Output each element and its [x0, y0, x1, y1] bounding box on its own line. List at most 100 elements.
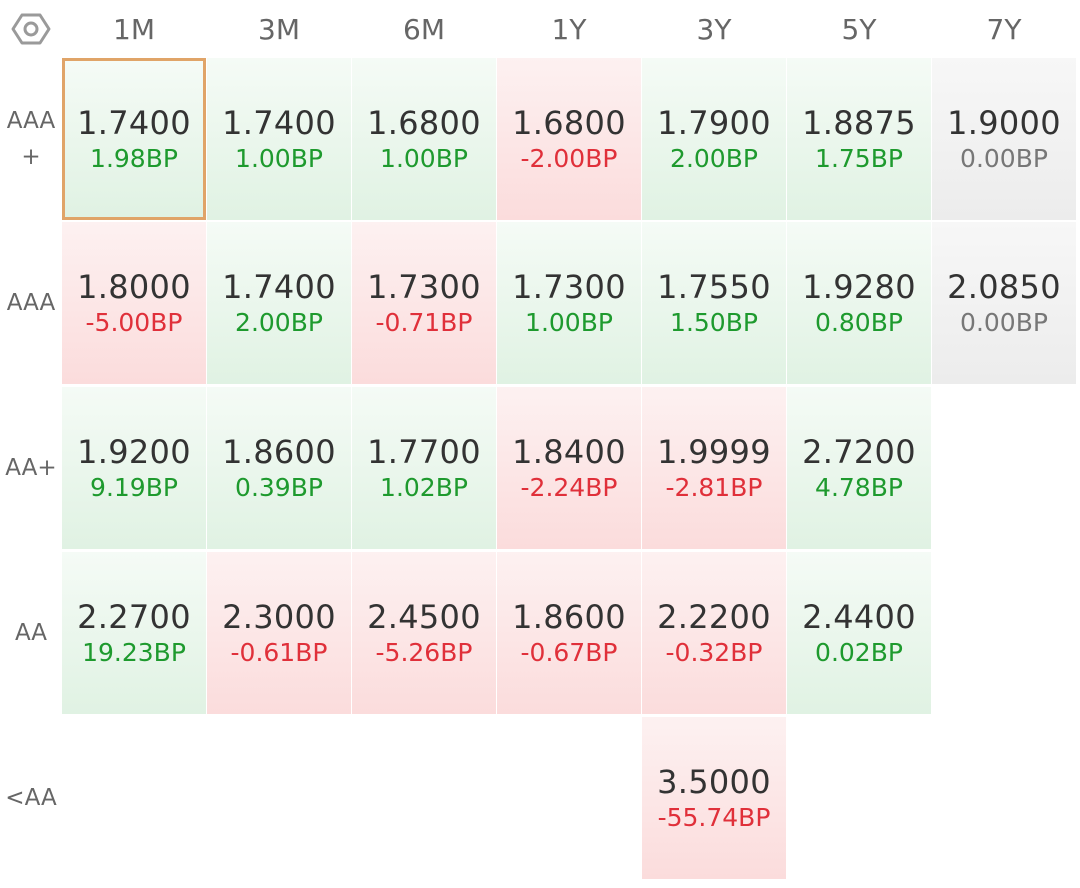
yield-value: 1.9000 — [947, 104, 1061, 142]
yield-cell[interactable]: 1.8400 -2.24BP — [497, 387, 641, 549]
change-value: 1.02BP — [380, 473, 468, 502]
yield-value: 1.6800 — [367, 104, 481, 142]
change-value: -0.71BP — [375, 308, 473, 337]
change-value: 1.98BP — [90, 144, 178, 173]
yield-value: 1.9200 — [77, 433, 191, 471]
empty-cell — [932, 552, 1076, 714]
yield-cell[interactable]: 2.4500 -5.26BP — [352, 552, 496, 714]
column-header-1y[interactable]: 1Y — [551, 12, 587, 46]
yield-value: 1.7400 — [222, 268, 336, 306]
yield-cell[interactable]: 1.7550 1.50BP — [642, 222, 786, 384]
yield-value: 1.7400 — [77, 104, 191, 142]
yield-value: 1.7700 — [367, 433, 481, 471]
change-value: 2.00BP — [670, 144, 758, 173]
yield-value: 2.3000 — [222, 598, 336, 636]
yield-cell[interactable]: 1.9200 9.19BP — [62, 387, 206, 549]
yield-cell[interactable]: 1.7700 1.02BP — [352, 387, 496, 549]
change-value: -2.00BP — [520, 144, 618, 173]
yield-value: 2.4400 — [802, 598, 916, 636]
change-value: 0.02BP — [815, 638, 903, 667]
yield-cell[interactable]: 1.9000 0.00BP — [932, 58, 1076, 220]
change-value: 0.00BP — [960, 308, 1048, 337]
yield-cell[interactable]: 2.0850 0.00BP — [932, 222, 1076, 384]
yield-value: 1.7300 — [512, 268, 626, 306]
yield-cell[interactable]: 1.6800 1.00BP — [352, 58, 496, 220]
row-header-1[interactable]: AAA + — [0, 58, 62, 220]
yield-value: 1.8600 — [512, 598, 626, 636]
empty-cell — [207, 717, 351, 879]
change-value: -55.74BP — [657, 803, 771, 832]
column-header-3m[interactable]: 3M — [258, 12, 300, 46]
change-value: 4.78BP — [815, 473, 903, 502]
yield-cell[interactable]: 1.7400 1.98BP — [62, 58, 206, 220]
yield-value: 3.5000 — [657, 763, 771, 801]
yield-value: 1.7550 — [657, 268, 771, 306]
change-value: 0.80BP — [815, 308, 903, 337]
change-value: 1.00BP — [525, 308, 613, 337]
yield-value: 1.8000 — [77, 268, 191, 306]
yield-value: 2.4500 — [367, 598, 481, 636]
yield-value: 1.6800 — [512, 104, 626, 142]
yield-cell[interactable]: 1.7300 -0.71BP — [352, 222, 496, 384]
yield-cell[interactable]: 1.8600 0.39BP — [207, 387, 351, 549]
empty-cell — [932, 717, 1076, 879]
yield-cell[interactable]: 1.7400 1.00BP — [207, 58, 351, 220]
empty-cell — [62, 717, 206, 879]
column-header-6m[interactable]: 6M — [403, 12, 445, 46]
change-value: 9.19BP — [90, 473, 178, 502]
yield-cell[interactable]: 2.2200 -0.32BP — [642, 552, 786, 714]
change-value: 1.75BP — [815, 144, 903, 173]
change-value: -0.32BP — [665, 638, 763, 667]
yield-cell[interactable]: 1.7900 2.00BP — [642, 58, 786, 220]
change-value: 1.00BP — [380, 144, 468, 173]
yield-cell[interactable]: 1.8875 1.75BP — [787, 58, 931, 220]
yield-cell[interactable]: 3.5000 -55.74BP — [642, 717, 786, 879]
column-header-3y[interactable]: 3Y — [696, 12, 732, 46]
yield-value: 1.9999 — [657, 433, 771, 471]
row-header-2[interactable]: AAA — [0, 222, 62, 384]
yield-cell[interactable]: 2.4400 0.02BP — [787, 552, 931, 714]
yield-cell[interactable]: 1.7400 2.00BP — [207, 222, 351, 384]
change-value: -5.00BP — [85, 308, 183, 337]
row-header-3[interactable]: AA+ — [0, 387, 62, 549]
column-header-1m[interactable]: 1M — [113, 12, 155, 46]
column-header-7y[interactable]: 7Y — [986, 12, 1022, 46]
empty-cell — [497, 717, 641, 879]
yield-cell[interactable]: 1.6800 -2.00BP — [497, 58, 641, 220]
yield-cell[interactable]: 1.9280 0.80BP — [787, 222, 931, 384]
change-value: 0.00BP — [960, 144, 1048, 173]
empty-cell — [787, 717, 931, 879]
yield-value: 1.7400 — [222, 104, 336, 142]
rating-label: AA — [14, 620, 48, 646]
yield-cell[interactable]: 2.2700 19.23BP — [62, 552, 206, 714]
yield-cell[interactable]: 2.7200 4.78BP — [787, 387, 931, 549]
change-value: 1.00BP — [235, 144, 323, 173]
empty-cell — [932, 387, 1076, 549]
yield-value: 2.7200 — [802, 433, 916, 471]
column-header-5y[interactable]: 5Y — [841, 12, 877, 46]
row-header-4[interactable]: AA — [0, 552, 62, 714]
yield-cell[interactable]: 2.3000 -0.61BP — [207, 552, 351, 714]
change-value: -2.81BP — [665, 473, 763, 502]
yield-cell[interactable]: 1.8000 -5.00BP — [62, 222, 206, 384]
rating-label: AA+ — [5, 455, 57, 481]
change-value: 19.23BP — [82, 638, 186, 667]
yield-value: 1.9280 — [802, 268, 916, 306]
yield-cell[interactable]: 1.9999 -2.81BP — [642, 387, 786, 549]
change-value: 0.39BP — [235, 473, 323, 502]
yield-value: 1.7300 — [367, 268, 481, 306]
change-value: 1.50BP — [670, 308, 758, 337]
yield-value: 1.8400 — [512, 433, 626, 471]
rating-label: <AA — [5, 785, 57, 811]
empty-cell — [352, 717, 496, 879]
settings-button[interactable] — [0, 0, 62, 58]
yield-cell[interactable]: 1.7300 1.00BP — [497, 222, 641, 384]
yield-value: 1.8600 — [222, 433, 336, 471]
yield-cell[interactable]: 1.8600 -0.67BP — [497, 552, 641, 714]
change-value: 2.00BP — [235, 308, 323, 337]
yield-value: 2.0850 — [947, 268, 1061, 306]
yield-value: 2.2200 — [657, 598, 771, 636]
yield-value: 1.7900 — [657, 104, 771, 142]
row-header-5[interactable]: <AA — [0, 717, 62, 879]
